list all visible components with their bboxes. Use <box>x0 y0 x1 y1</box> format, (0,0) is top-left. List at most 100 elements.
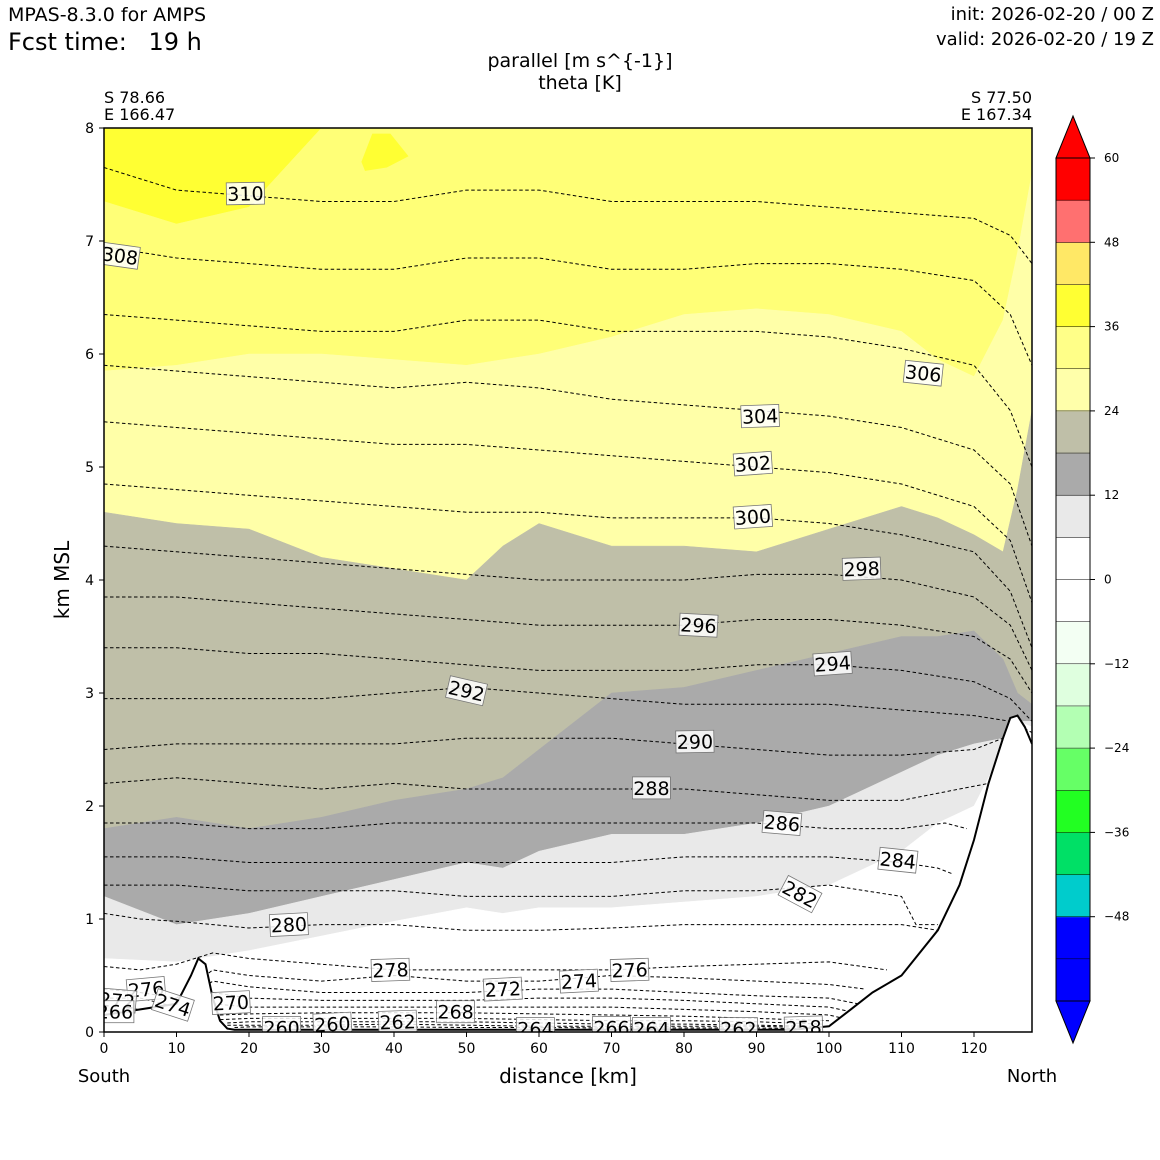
theta-contour-282 <box>104 884 938 926</box>
contour-label: 304 <box>740 404 780 429</box>
contour-label-text: 266 <box>593 1018 629 1040</box>
contour-label-text: 308 <box>100 243 139 270</box>
colorbar: −48 −36 −24 −12 0 12 24 36 48 60 <box>1055 114 1129 1045</box>
fill-band-gt36 <box>104 128 1032 225</box>
contour-label-text: 294 <box>814 652 852 676</box>
contour-label-box <box>902 359 944 387</box>
theta-contour-310 <box>104 167 1032 264</box>
contour-label-text: 306 <box>904 361 942 387</box>
x-tick-label: 0 <box>100 1041 109 1057</box>
contour-label: 278 <box>370 957 411 983</box>
theta-contour-270 <box>212 1003 844 1019</box>
contour-label: 274 <box>558 968 599 994</box>
x-axis: 0 10 20 30 40 50 60 70 80 90 100 110 120 <box>100 1032 988 1057</box>
contour-label-text: 280 <box>270 914 307 938</box>
contour-label: 268 <box>436 1000 476 1024</box>
contour-label-box <box>783 1015 824 1032</box>
y-tick-label: 0 <box>85 1025 94 1041</box>
contour-label-box <box>678 612 719 638</box>
forecast-time: Fcst time: 19 h <box>8 28 202 56</box>
theta-contour-292 <box>104 686 1032 733</box>
contour-label-text: 310 <box>227 183 264 206</box>
colorbar-under-arrow <box>1055 1000 1091 1045</box>
colorbar-tick-label: 36 <box>1104 320 1119 334</box>
contour-label: 276 <box>609 957 650 983</box>
contour-label-text: 262 <box>720 1019 756 1041</box>
theta-contour-306 <box>104 314 1032 468</box>
forecast-time-value: 19 h <box>148 28 202 56</box>
contour-label-box <box>436 1000 476 1024</box>
contour-label-text: 274 <box>560 970 597 994</box>
contour-label-box <box>377 1009 418 1032</box>
contour-label-box <box>719 1017 758 1032</box>
x-tick-label: 30 <box>313 1041 331 1057</box>
theta-contour-308 <box>104 246 1032 366</box>
colorbar-segment <box>1056 242 1090 285</box>
y-axis-label: km MSL <box>50 540 74 619</box>
contour-label-box <box>268 912 309 937</box>
contour-label-box <box>592 1016 631 1032</box>
contour-label-box <box>761 809 803 837</box>
contour-label-box <box>632 776 671 800</box>
contour-label-box <box>104 1000 135 1024</box>
contour-label-box <box>482 976 523 1002</box>
contour-label-text: 264 <box>517 1019 553 1041</box>
fill-band-gt36-patch <box>361 133 409 171</box>
contour-label: 286 <box>761 809 803 837</box>
y-axis: 0 1 2 3 4 5 6 7 8 <box>85 121 104 1041</box>
contour-label-box <box>609 957 650 982</box>
contour-label: 298 <box>841 556 882 581</box>
contour-label: 308 <box>100 241 141 270</box>
colorbar-tick-label: 24 <box>1104 404 1119 418</box>
contour-label-text: 286 <box>763 811 801 836</box>
contour-label-box <box>777 874 823 914</box>
contour-label-text: 302 <box>734 452 772 476</box>
y-tick-label: 7 <box>85 234 94 250</box>
colorbar-tick-label: 48 <box>1104 235 1119 249</box>
theta-contour-280 <box>104 912 938 931</box>
y-tick-label: 8 <box>85 121 94 137</box>
x-tick-label: 90 <box>748 1041 766 1057</box>
contour-label-box <box>732 503 774 530</box>
contour-label-text: 276 <box>611 959 648 982</box>
x-tick-label: 100 <box>816 1041 843 1057</box>
colorbar-segment <box>1056 958 1090 1002</box>
contour-label: 260 <box>262 1016 302 1032</box>
colorbar-tick-label: 0 <box>1104 573 1112 587</box>
contour-label-box <box>877 846 919 874</box>
contour-label: 288 <box>632 776 671 800</box>
x-tick-label: 120 <box>961 1041 988 1057</box>
colorbar-tick-label: −48 <box>1104 910 1129 924</box>
x-tick-label: 110 <box>888 1041 915 1057</box>
contour-label: 270 <box>210 990 251 1016</box>
colorbar-segment <box>1056 158 1090 201</box>
contour-label-text: 288 <box>633 778 669 800</box>
contour-label-text: 272 <box>484 978 521 1002</box>
x-tick-label: 20 <box>240 1041 258 1057</box>
contour-label-text: 268 <box>437 1002 473 1024</box>
colorbar-segment <box>1056 200 1090 243</box>
colorbar-tick-label: −12 <box>1104 657 1129 671</box>
colorbar-segment <box>1056 916 1090 960</box>
contour-label-box <box>812 650 853 677</box>
theta-contour-304 <box>104 364 1032 547</box>
valid-time: valid: 2026-02-20 / 19 Z <box>936 29 1154 50</box>
forecast-time-label: Fcst time: <box>8 28 127 56</box>
colorbar-segment <box>1056 284 1090 328</box>
colorbar-segment <box>1056 368 1090 412</box>
contour-label-text: 266 <box>97 1002 133 1024</box>
contour-label: 284 <box>877 846 919 874</box>
theta-contour-290 <box>104 737 1004 756</box>
contour-label-box <box>558 968 599 994</box>
contour-label-text: 264 <box>633 1019 669 1041</box>
contour-label: 264 <box>516 1017 555 1041</box>
contour-label-box <box>675 729 715 754</box>
contour-label: 294 <box>812 650 853 677</box>
contour-label-box <box>740 404 780 429</box>
terrain-fill <box>104 715 1032 1032</box>
contour-label: 290 <box>675 729 715 754</box>
theta-contour-288 <box>104 777 989 801</box>
colorbar-segment <box>1056 663 1090 707</box>
contour-label: 266 <box>592 1016 631 1040</box>
